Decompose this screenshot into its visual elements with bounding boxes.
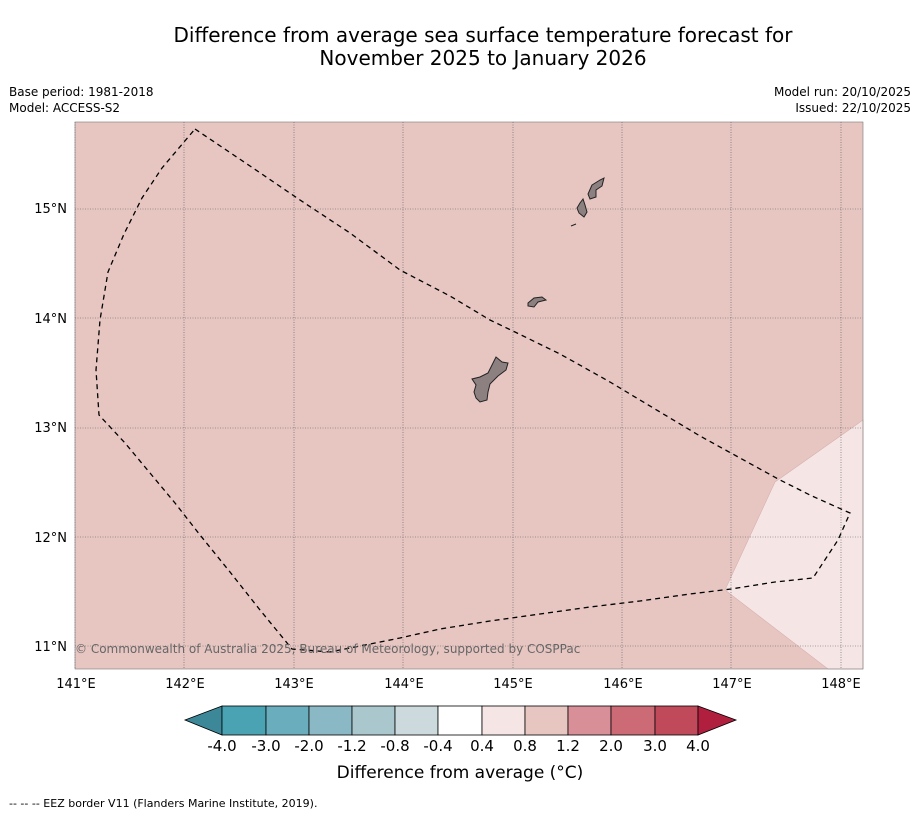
land-masses: [471, 177, 605, 403]
model-name: Model: ACCESS-S2: [9, 101, 121, 115]
colorbar-bin: [610, 705, 656, 736]
lat-tick-label: 12°N: [34, 531, 67, 546]
colorbar-bin: [351, 705, 396, 736]
title-line-1: Difference from average sea surface temp…: [173, 23, 793, 47]
colorbar-tick-label: -0.4: [423, 737, 452, 755]
lat-tick-label: 13°N: [34, 421, 67, 436]
colorbar-tick-label: 0.4: [470, 737, 494, 755]
colorbar-bin: [308, 705, 353, 736]
lon-tick-label: 141°E: [56, 677, 96, 692]
island-rota: [527, 296, 548, 308]
colorbar-tick-label: -4.0: [207, 737, 236, 755]
model-run: Model run: 20/10/2025: [773, 85, 911, 99]
lon-tick-label: 147°E: [712, 677, 752, 692]
island-tinian: [576, 197, 588, 218]
lat-tick-label: 11°N: [34, 640, 67, 655]
island-guam: [471, 356, 509, 403]
colorbar-tick-label: -1.2: [337, 737, 366, 755]
map-frame: [74, 121, 864, 670]
meta-right: Model run: 20/10/2025 Issued: 22/10/2025: [774, 84, 911, 116]
colorbar-tick-label: 2.0: [599, 737, 623, 755]
chart-title: Difference from average sea surface temp…: [0, 24, 919, 70]
colorbar-tick-label: 1.2: [556, 737, 580, 755]
colorbar-bin: [265, 705, 310, 736]
colorbar-bin: [654, 705, 699, 736]
lat-tick-label: 15°N: [34, 202, 67, 217]
island-saipan: [587, 177, 605, 200]
base-period: Base period: 1981-2018: [9, 85, 154, 99]
lat-tick-label: 14°N: [34, 312, 67, 327]
colorbar-tick-label: -0.8: [380, 737, 409, 755]
colorbar-bin: [221, 705, 267, 736]
colorbar-tick-label: -2.0: [294, 737, 323, 755]
eez-border: [95, 128, 851, 653]
colorbar: [183, 705, 738, 736]
colorbar-bin: [394, 705, 439, 736]
lon-tick-label: 148°E: [821, 677, 861, 692]
colorbar-under-arrow: [183, 705, 223, 736]
eez-footnote: -- -- -- EEZ border V11 (Flanders Marine…: [9, 797, 318, 810]
issued-date: Issued: 22/10/2025: [795, 101, 911, 115]
title-line-2: November 2025 to January 2026: [319, 46, 647, 70]
meta-left: Base period: 1981-2018 Model: ACCESS-S2: [9, 84, 154, 116]
colorbar-tick-label: 0.8: [513, 737, 537, 755]
lon-tick-label: 146°E: [603, 677, 643, 692]
colorbar-bin: [481, 705, 526, 736]
colorbar-tick-label: -3.0: [251, 737, 280, 755]
colorbar-bin: [567, 705, 612, 736]
lon-tick-label: 145°E: [493, 677, 533, 692]
colorbar-tick-label: 4.0: [686, 737, 710, 755]
lon-tick-label: 142°E: [165, 677, 205, 692]
colorbar-over-arrow: [697, 705, 738, 736]
colorbar-bin: [524, 705, 569, 736]
colorbar-title: Difference from average (°C): [336, 763, 584, 783]
island-aguijan: [570, 223, 577, 227]
colorbar-tick-label: 3.0: [643, 737, 667, 755]
lon-tick-label: 144°E: [384, 677, 424, 692]
copyright-text: © Commonwealth of Australia 2025, Bureau…: [75, 642, 580, 656]
lon-tick-label: 143°E: [274, 677, 314, 692]
colorbar-bin: [437, 705, 483, 736]
